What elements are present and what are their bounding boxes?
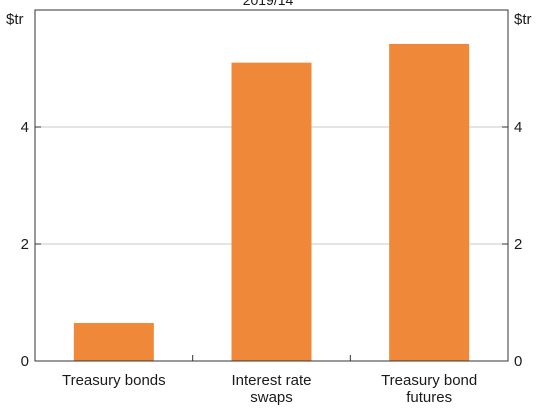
bar <box>73 322 154 361</box>
bars <box>73 43 470 362</box>
chart-title: 2019/14 <box>243 0 294 8</box>
left-tick-label: 2 <box>21 236 29 253</box>
category-label: Interest rate <box>231 372 311 389</box>
right-y-ticks: 0 2 4 <box>502 119 522 370</box>
left-unit-label: $tr <box>6 11 24 28</box>
left-tick-label: 4 <box>21 119 29 136</box>
bar <box>231 62 312 362</box>
plot-border <box>34 9 509 362</box>
right-tick-label: 2 <box>514 236 522 253</box>
category-label-line2: swaps <box>250 389 293 405</box>
right-tick-label: 0 <box>514 353 522 370</box>
left-tick-label: 0 <box>21 353 29 370</box>
bar <box>389 43 470 362</box>
category-label: Treasury bonds <box>62 372 166 389</box>
plot-frame <box>34 9 509 362</box>
category-label-line2: futures <box>406 389 452 405</box>
category-label: Treasury bond <box>381 372 477 389</box>
left-y-ticks: 0 2 4 <box>21 119 41 370</box>
right-tick-label: 4 <box>514 119 522 136</box>
right-unit-label: $tr <box>514 11 532 28</box>
